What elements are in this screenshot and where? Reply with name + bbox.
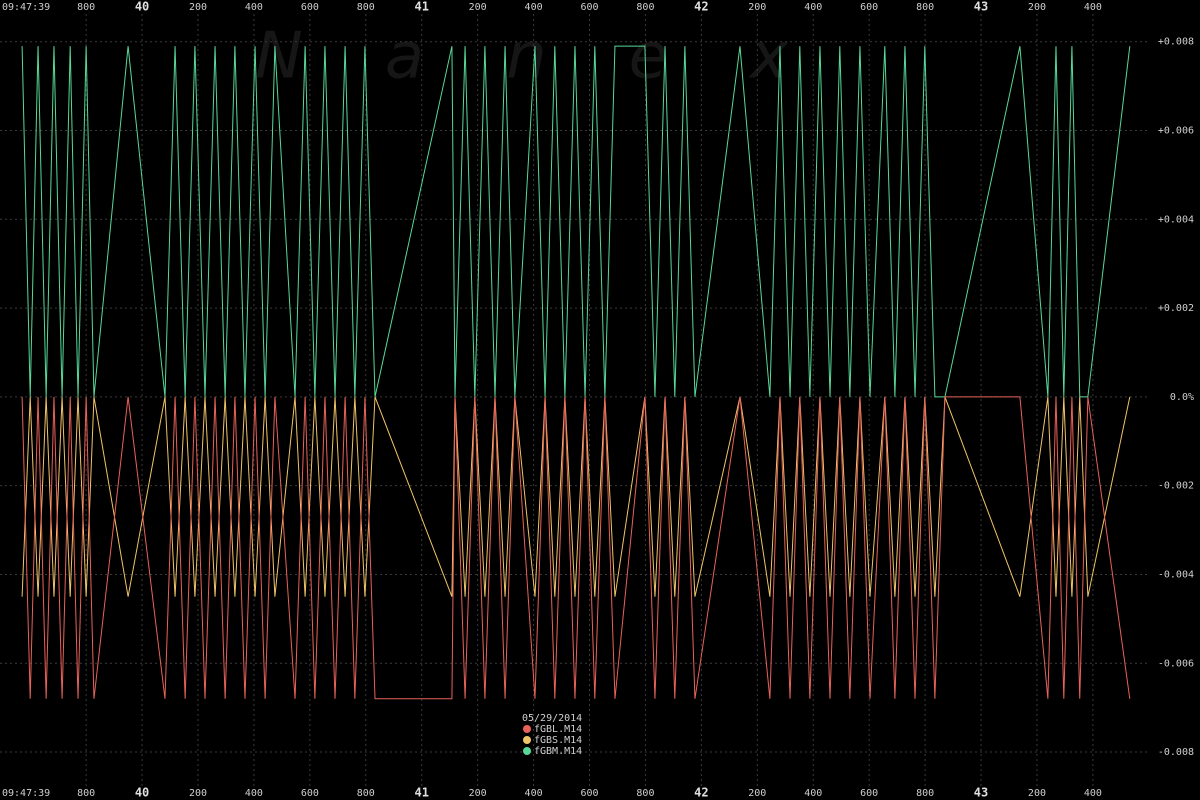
watermark: Nanex bbox=[255, 20, 870, 94]
y-tick-label: -0.004 bbox=[1158, 569, 1194, 580]
y-tick-label: 0.0% bbox=[1170, 392, 1194, 403]
x-tick-label: 800 bbox=[357, 2, 375, 13]
x-tick-label: 41 bbox=[414, 786, 428, 800]
x-tick-label: 800 bbox=[77, 2, 95, 13]
x-tick-label: 40 bbox=[135, 786, 149, 800]
x-tick-label: 400 bbox=[1084, 788, 1102, 799]
x-tick-label: 400 bbox=[245, 788, 263, 799]
y-tick-label: +0.004 bbox=[1158, 214, 1194, 225]
x-tick-label: 200 bbox=[469, 788, 487, 799]
y-tick-label: -0.006 bbox=[1158, 658, 1194, 669]
x-tick-label: 200 bbox=[748, 2, 766, 13]
x-tick-label: 200 bbox=[1028, 2, 1046, 13]
x-tick-label: 400 bbox=[525, 788, 543, 799]
legend-title: 05/29/2014 bbox=[522, 713, 582, 724]
x-tick-label: 41 bbox=[414, 0, 428, 14]
x-tick-label: 800 bbox=[916, 788, 934, 799]
x-tick-label: 600 bbox=[301, 2, 319, 13]
x-tick-label: 600 bbox=[860, 2, 878, 13]
y-tick-label: -0.008 bbox=[1158, 747, 1194, 758]
legend-label: fGBS.M14 bbox=[534, 735, 582, 746]
x-start-label: 09:47:39 bbox=[2, 2, 50, 13]
x-tick-label: 400 bbox=[804, 2, 822, 13]
x-tick-label: 800 bbox=[916, 2, 934, 13]
legend-label: fGBM.M14 bbox=[534, 746, 582, 757]
legend-marker bbox=[523, 736, 531, 744]
legend-marker bbox=[523, 725, 531, 733]
x-tick-label: 800 bbox=[77, 788, 95, 799]
x-tick-label: 200 bbox=[1028, 788, 1046, 799]
x-start-label: 09:47:39 bbox=[2, 788, 50, 799]
series-line bbox=[21, 396, 1131, 597]
series-line bbox=[21, 396, 1131, 700]
x-tick-label: 800 bbox=[636, 2, 654, 13]
x-tick-label: 400 bbox=[525, 2, 543, 13]
x-tick-label: 200 bbox=[748, 788, 766, 799]
legend-label: fGBL.M14 bbox=[534, 724, 582, 735]
x-tick-label: 800 bbox=[636, 788, 654, 799]
x-tick-label: 200 bbox=[469, 2, 487, 13]
y-tick-label: +0.002 bbox=[1158, 303, 1194, 314]
x-tick-label: 600 bbox=[580, 2, 598, 13]
x-tick-label: 42 bbox=[694, 0, 708, 14]
x-tick-label: 600 bbox=[301, 788, 319, 799]
x-tick-label: 600 bbox=[580, 788, 598, 799]
x-tick-label: 200 bbox=[189, 788, 207, 799]
series-line bbox=[21, 45, 1131, 398]
x-tick-label: 40 bbox=[135, 0, 149, 14]
legend-marker bbox=[523, 747, 531, 755]
x-tick-label: 42 bbox=[694, 786, 708, 800]
x-tick-label: 43 bbox=[974, 0, 988, 14]
x-tick-label: 600 bbox=[860, 788, 878, 799]
y-tick-label: +0.006 bbox=[1158, 126, 1194, 137]
x-tick-label: 43 bbox=[974, 786, 988, 800]
x-tick-label: 400 bbox=[245, 2, 263, 13]
x-tick-label: 400 bbox=[804, 788, 822, 799]
x-tick-label: 200 bbox=[189, 2, 207, 13]
x-tick-label: 400 bbox=[1084, 2, 1102, 13]
y-tick-label: -0.002 bbox=[1158, 481, 1194, 492]
x-tick-label: 800 bbox=[357, 788, 375, 799]
y-tick-label: +0.008 bbox=[1158, 37, 1194, 48]
